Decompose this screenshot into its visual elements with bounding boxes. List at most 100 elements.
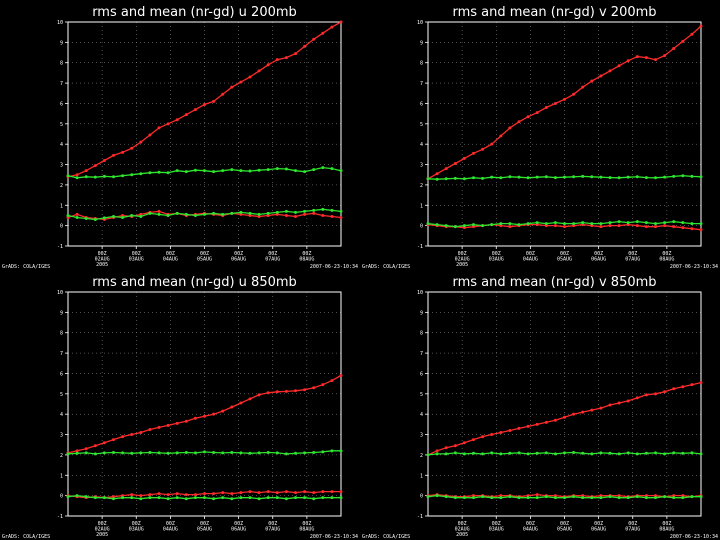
data-point (275, 451, 279, 455)
y-tick-label: 6 (420, 371, 423, 377)
data-point (102, 441, 106, 445)
y-tick-label: 5 (60, 392, 63, 398)
data-point (312, 211, 316, 215)
data-point (330, 490, 334, 494)
data-point (517, 496, 521, 500)
x-tick-label: 02AUG (95, 257, 110, 263)
data-point (112, 450, 115, 454)
data-point (644, 56, 648, 60)
data-point (112, 175, 115, 179)
y-tick-label: 6 (60, 101, 63, 107)
data-point (312, 491, 316, 495)
data-point (635, 55, 639, 59)
data-point (257, 451, 261, 455)
data-point (203, 212, 206, 216)
footer-left: GrADS: COLA/IGES (2, 264, 50, 270)
x-tick-label: 04AUG (163, 527, 178, 533)
data-point (284, 490, 288, 494)
data-point (166, 122, 170, 126)
data-point (321, 496, 325, 500)
x-tick-label: 04AUG (523, 257, 538, 263)
data-point (663, 224, 667, 228)
data-point (581, 410, 585, 414)
data-point (699, 452, 703, 456)
data-point (212, 211, 216, 215)
data-point (672, 496, 676, 500)
data-point (130, 496, 134, 500)
data-point (663, 390, 667, 394)
data-point (139, 431, 143, 435)
y-tick-label: 9 (60, 40, 63, 46)
data-point (157, 451, 161, 455)
data-point (339, 496, 343, 500)
data-point (553, 418, 557, 422)
x-tick-label: 00Z (132, 521, 141, 527)
x-tick-label: 2005 (96, 262, 108, 268)
data-point (608, 451, 612, 455)
data-point (635, 175, 639, 179)
data-point (590, 175, 594, 179)
data-point (635, 495, 639, 499)
data-point (426, 222, 430, 226)
data-point (102, 174, 106, 178)
data-point (608, 69, 612, 73)
data-point (654, 225, 657, 229)
data-point (193, 493, 197, 497)
data-point (157, 126, 161, 130)
data-point (248, 397, 252, 401)
y-tick-label: 2 (60, 453, 63, 459)
y-tick-label: 0 (60, 494, 63, 500)
data-point (294, 496, 297, 500)
data-point (339, 449, 343, 453)
data-point (472, 151, 475, 155)
data-point (102, 496, 106, 500)
data-point (112, 153, 115, 157)
x-tick-label: 00Z (458, 251, 467, 257)
data-point (481, 452, 485, 456)
data-point (690, 32, 694, 36)
data-point (275, 167, 279, 171)
data-point (221, 169, 225, 173)
x-tick-label: 07AUG (625, 257, 640, 263)
data-point (257, 497, 261, 501)
x-tick-label: 00Z (560, 251, 569, 257)
x-tick-label: 06AUG (591, 257, 606, 263)
x-tick-label: 03AUG (489, 527, 504, 533)
data-point (230, 85, 234, 89)
data-point (626, 59, 630, 63)
series-line-rms (67, 166, 342, 179)
data-point (535, 111, 539, 115)
data-point (248, 211, 252, 215)
data-point (93, 496, 97, 500)
data-point (66, 495, 70, 499)
data-point (435, 172, 439, 176)
y-tick-label: 4 (60, 412, 63, 418)
x-tick-label: 05AUG (197, 257, 212, 263)
data-point (672, 174, 676, 178)
data-point (535, 496, 539, 500)
data-point (121, 150, 125, 154)
y-tick-label: 3 (420, 163, 423, 169)
data-point (617, 220, 621, 224)
x-tick-label: 04AUG (163, 257, 178, 263)
data-point (239, 496, 243, 500)
data-point (102, 451, 106, 455)
data-point (203, 496, 206, 500)
data-point (617, 452, 621, 456)
x-tick-label: 00Z (132, 251, 141, 257)
data-point (175, 118, 179, 122)
data-point (312, 386, 316, 390)
data-point (312, 37, 316, 41)
data-point (462, 441, 466, 445)
data-point (266, 490, 270, 494)
data-point (599, 225, 603, 229)
data-point (230, 450, 234, 454)
data-point (121, 174, 125, 178)
data-point (526, 424, 530, 428)
data-point (257, 168, 261, 172)
y-tick-label: 0 (420, 494, 423, 500)
y-tick-label: -1 (417, 514, 423, 520)
data-point (681, 221, 685, 225)
data-point (193, 108, 197, 112)
data-point (148, 211, 152, 215)
